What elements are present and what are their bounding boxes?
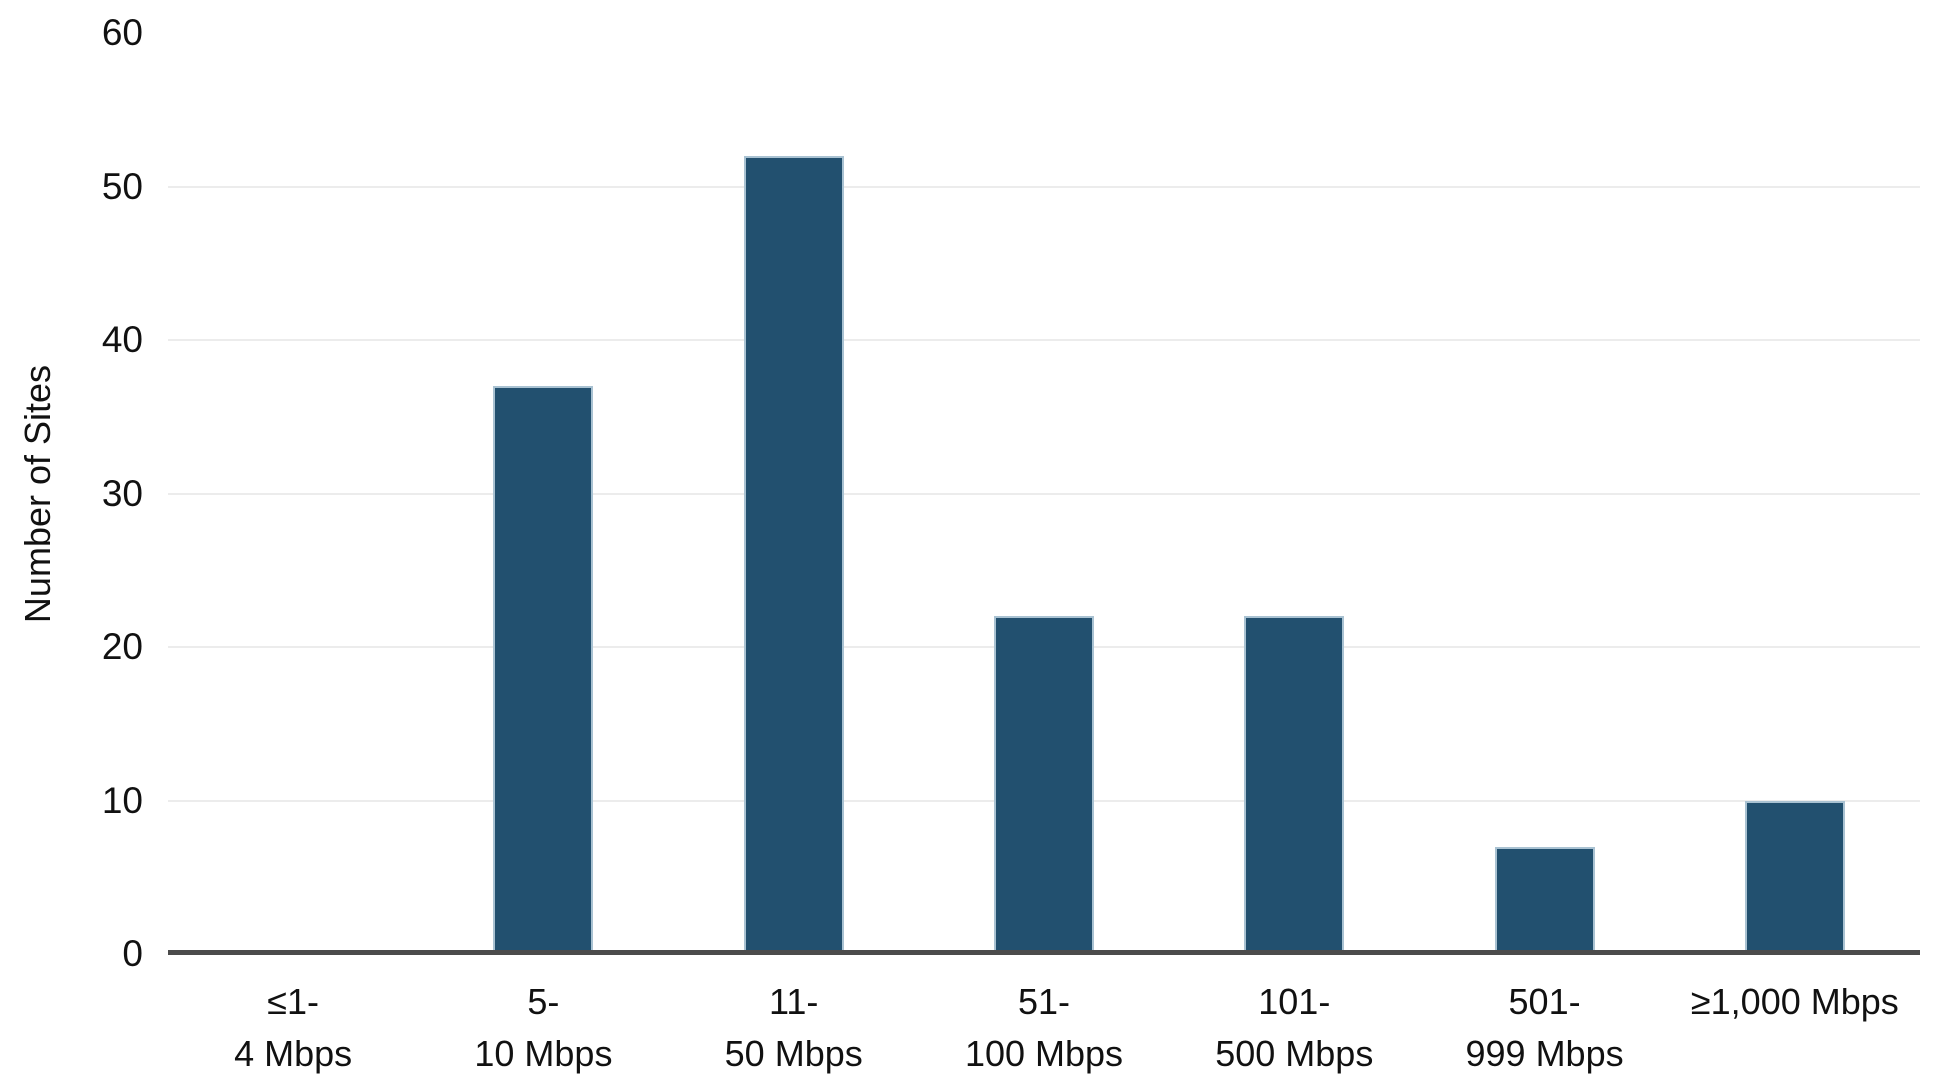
bar xyxy=(743,155,844,954)
x-tick-label: ≤1- 4 Mbps xyxy=(133,976,453,1080)
y-tick-label: 10 xyxy=(101,779,143,821)
x-tick-label: 501- 999 Mbps xyxy=(1385,976,1705,1080)
y-tick-label: 0 xyxy=(122,933,143,974)
x-tick-label-line1: 11- xyxy=(769,981,819,1022)
x-tick-label-line2: 999 Mbps xyxy=(1465,1033,1624,1074)
x-tick-label-line2: 10 Mbps xyxy=(474,1033,613,1074)
x-tick-label-line2 xyxy=(1635,1028,1938,1080)
bar xyxy=(493,386,594,954)
x-tick-label: 5- 10 Mbps xyxy=(383,976,703,1080)
x-tick-label: ≥1,000 Mbps xyxy=(1635,976,1938,1080)
x-tick-label-line2: 500 Mbps xyxy=(1215,1033,1374,1074)
x-tick-label-line1: 101- xyxy=(1258,981,1331,1022)
gridline xyxy=(168,492,1920,495)
x-tick-label-line1: 5- xyxy=(527,981,560,1022)
bar xyxy=(1244,616,1345,954)
y-tick-label: 60 xyxy=(101,12,143,53)
bar xyxy=(994,616,1094,954)
x-tick-label-line1: ≤1- xyxy=(267,981,320,1022)
y-tick-label: 50 xyxy=(101,165,143,207)
x-tick-label-line2: 4 Mbps xyxy=(234,1033,353,1074)
x-tick-label-line1: 51- xyxy=(1017,981,1071,1022)
gridline xyxy=(168,339,1920,341)
y-tick-label: 40 xyxy=(101,319,143,360)
x-tick-label-line2: 50 Mbps xyxy=(724,1033,863,1074)
y-tick-label: 20 xyxy=(101,626,143,667)
bar xyxy=(1744,800,1845,954)
x-tick-label: 51- 100 Mbps xyxy=(884,976,1204,1080)
x-tick-label-line1: 501- xyxy=(1508,981,1581,1022)
bar xyxy=(1494,846,1595,954)
y-tick-label: 30 xyxy=(101,472,143,514)
x-tick-label-line2: 100 Mbps xyxy=(964,1033,1124,1074)
x-tick-label: 11- 50 Mbps xyxy=(634,976,954,1080)
x-tick-label-line1: ≥1,000 Mbps xyxy=(1690,981,1899,1022)
gridline xyxy=(168,185,1920,188)
x-axis-line xyxy=(168,950,1920,955)
x-tick-label: 101- 500 Mbps xyxy=(1134,976,1454,1080)
